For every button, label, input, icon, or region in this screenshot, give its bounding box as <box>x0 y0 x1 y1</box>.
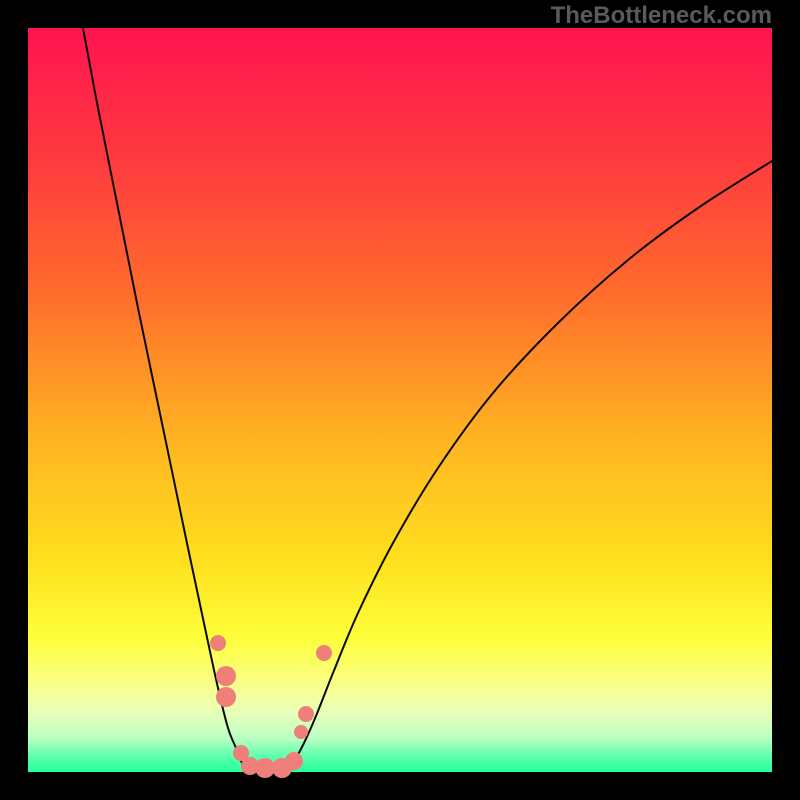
data-marker <box>210 635 226 651</box>
bottleneck-curve <box>83 28 772 770</box>
data-marker <box>216 687 236 707</box>
data-marker <box>216 666 236 686</box>
data-marker <box>316 645 332 661</box>
chart-svg <box>0 0 800 800</box>
data-marker <box>298 706 314 722</box>
data-marker <box>285 752 303 770</box>
chart-container: TheBottleneck.com <box>0 0 800 800</box>
data-marker <box>294 725 308 739</box>
